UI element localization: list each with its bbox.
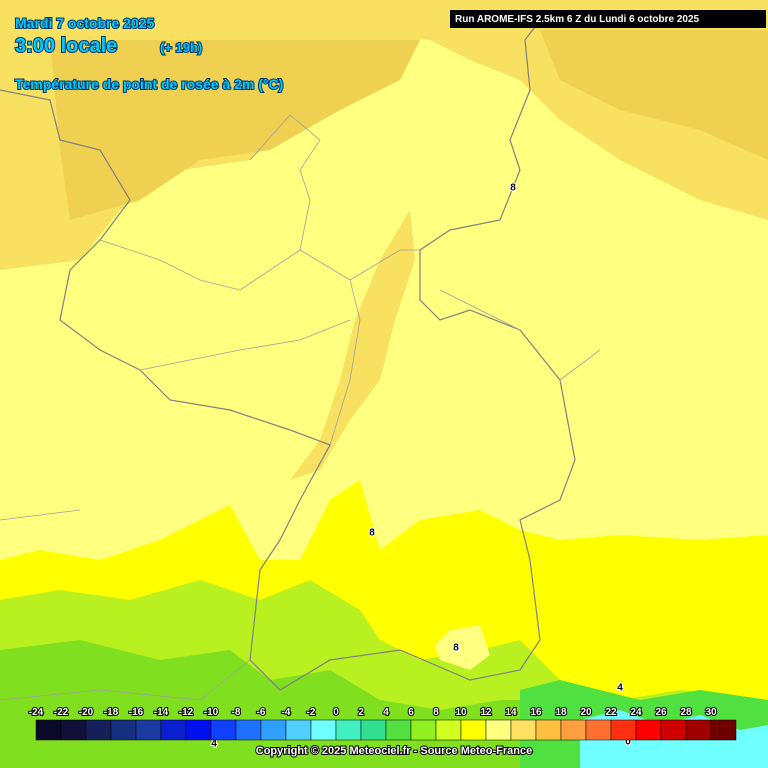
run-banner bbox=[450, 10, 766, 28]
legend-swatch bbox=[610, 719, 637, 741]
legend-tick-label: -10 bbox=[204, 707, 219, 718]
run-info: Run AROME-IFS 2.5km 6 Z du Lundi 6 octob… bbox=[455, 14, 700, 25]
legend-tick-label: 30 bbox=[705, 707, 717, 718]
legend-tick-label: 14 bbox=[505, 707, 517, 718]
legend-tick-label: -4 bbox=[282, 707, 291, 718]
legend-swatch bbox=[35, 719, 62, 741]
legend-swatch bbox=[685, 719, 712, 741]
legend-tick-label: -2 bbox=[307, 707, 316, 718]
border bbox=[0, 19, 576, 691]
legend-tick-label: -24 bbox=[29, 707, 44, 718]
contour-label: 0 bbox=[625, 737, 631, 748]
parameter: Température de point de rosée à 2m (°C) bbox=[15, 76, 283, 92]
legend-swatch bbox=[385, 719, 412, 741]
zone-darker-ne bbox=[540, 30, 768, 160]
legend-swatch bbox=[310, 719, 337, 741]
legend-tick-label: 16 bbox=[530, 707, 542, 718]
time: 3:00 locale bbox=[15, 35, 117, 57]
date: Mardi 7 octobre 2025 bbox=[15, 15, 154, 31]
legend-swatch bbox=[60, 719, 87, 741]
legend-tick-label: -18 bbox=[104, 707, 119, 718]
legend-tick-label: 28 bbox=[680, 707, 692, 718]
legend-swatch bbox=[185, 719, 212, 741]
legend-tick-label: -16 bbox=[129, 707, 144, 718]
color-legend: -24 -22 -20 -18 -16 -14 -12 -10 -8 -6 -4 -2 0 2 4 6 8 10 1… bbox=[28, 706, 737, 741]
legend-tick-label: 12 bbox=[480, 707, 492, 718]
legend-swatch bbox=[360, 719, 387, 741]
legend-swatch bbox=[585, 719, 612, 741]
legend-swatch bbox=[285, 719, 312, 741]
legend-swatch bbox=[510, 719, 537, 741]
legend-tick-label: 10 bbox=[455, 707, 467, 718]
legend-swatch bbox=[135, 719, 162, 741]
contour-label: 4 bbox=[617, 683, 623, 694]
legend-swatch bbox=[660, 719, 687, 741]
legend-swatch bbox=[560, 719, 587, 741]
contour-label: 8 bbox=[369, 528, 375, 539]
legend-swatch bbox=[85, 719, 112, 741]
legend-tick-label: 22 bbox=[605, 707, 617, 718]
legend-tick-label: 18 bbox=[555, 707, 567, 718]
legend-swatch bbox=[110, 719, 137, 741]
legend-tick-label: -22 bbox=[54, 707, 69, 718]
legend-tick-label: 0 bbox=[333, 707, 339, 718]
legend-swatch bbox=[160, 719, 187, 741]
legend-tick-label: 20 bbox=[580, 707, 592, 718]
offset: (+ 19h) bbox=[160, 40, 202, 55]
region-border bbox=[0, 114, 601, 701]
legend-tick-label: 8 bbox=[433, 707, 439, 718]
legend-tick-label: -8 bbox=[232, 707, 241, 718]
legend-tick-label: -12 bbox=[179, 707, 194, 718]
zone-darker bbox=[50, 40, 420, 220]
legend-swatch bbox=[460, 719, 487, 741]
legend-tick-label: 4 bbox=[383, 707, 389, 718]
zone-rhine bbox=[290, 210, 415, 480]
legend-swatch bbox=[335, 719, 362, 741]
legend-tick-label: 2 bbox=[358, 707, 364, 718]
contour-labels: 8 8 8 4 4 0 bbox=[210, 182, 632, 751]
legend-swatch bbox=[260, 719, 287, 741]
legend-tick-label: 24 bbox=[630, 707, 642, 718]
legend-tick-label: -20 bbox=[79, 707, 94, 718]
legend-swatch bbox=[435, 719, 462, 741]
legend-tick-label: 6 bbox=[408, 707, 414, 718]
contour-label: 8 bbox=[510, 183, 516, 194]
zone-lake bbox=[435, 625, 490, 670]
legend-tick-label: -14 bbox=[154, 707, 169, 718]
contour-label: 8 bbox=[453, 643, 459, 654]
legend-swatch bbox=[635, 719, 662, 741]
legend-swatch bbox=[235, 719, 262, 741]
legend-swatch bbox=[410, 719, 437, 741]
legend-tick-label: 26 bbox=[655, 707, 667, 718]
legend-tick-label: -6 bbox=[257, 707, 266, 718]
legend-swatch bbox=[485, 719, 512, 741]
legend-swatch bbox=[210, 719, 237, 741]
legend-swatch bbox=[535, 719, 562, 741]
legend-swatch bbox=[710, 719, 737, 741]
contour-label: 4 bbox=[211, 739, 217, 750]
copyright: Copyright © 2025 Meteociel.fr - Source M… bbox=[256, 745, 532, 757]
